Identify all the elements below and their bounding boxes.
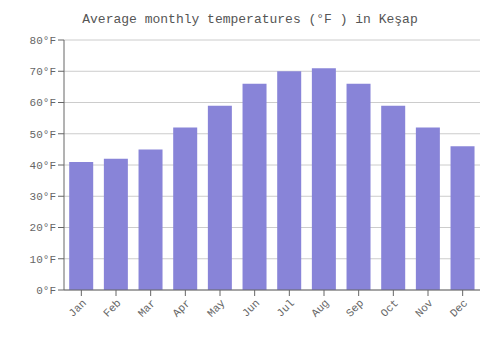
svg-text:10°F: 10°F: [30, 254, 56, 266]
svg-text:May: May: [205, 297, 228, 320]
svg-text:Feb: Feb: [101, 297, 123, 319]
svg-text:Aug: Aug: [309, 297, 331, 319]
svg-text:Jun: Jun: [240, 297, 262, 319]
svg-text:Dec: Dec: [448, 297, 470, 319]
svg-text:0°F: 0°F: [36, 285, 56, 297]
svg-text:60°F: 60°F: [30, 97, 56, 109]
svg-text:Oct: Oct: [378, 297, 400, 319]
svg-text:20°F: 20°F: [30, 222, 56, 234]
svg-text:Sep: Sep: [344, 297, 366, 319]
svg-text:Apr: Apr: [170, 297, 192, 319]
svg-text:Jul: Jul: [274, 297, 296, 319]
svg-text:40°F: 40°F: [30, 160, 56, 172]
svg-text:Jan: Jan: [66, 297, 88, 319]
svg-text:70°F: 70°F: [30, 66, 56, 78]
svg-text:Nov: Nov: [413, 297, 436, 320]
svg-text:80°F: 80°F: [30, 35, 56, 47]
svg-text:30°F: 30°F: [30, 191, 56, 203]
svg-text:50°F: 50°F: [30, 129, 56, 141]
html-text:Average monthly temperatures (: Average monthly temperatures (°F ) in Ke…: [82, 12, 418, 27]
svg-text:Mar: Mar: [136, 297, 158, 319]
